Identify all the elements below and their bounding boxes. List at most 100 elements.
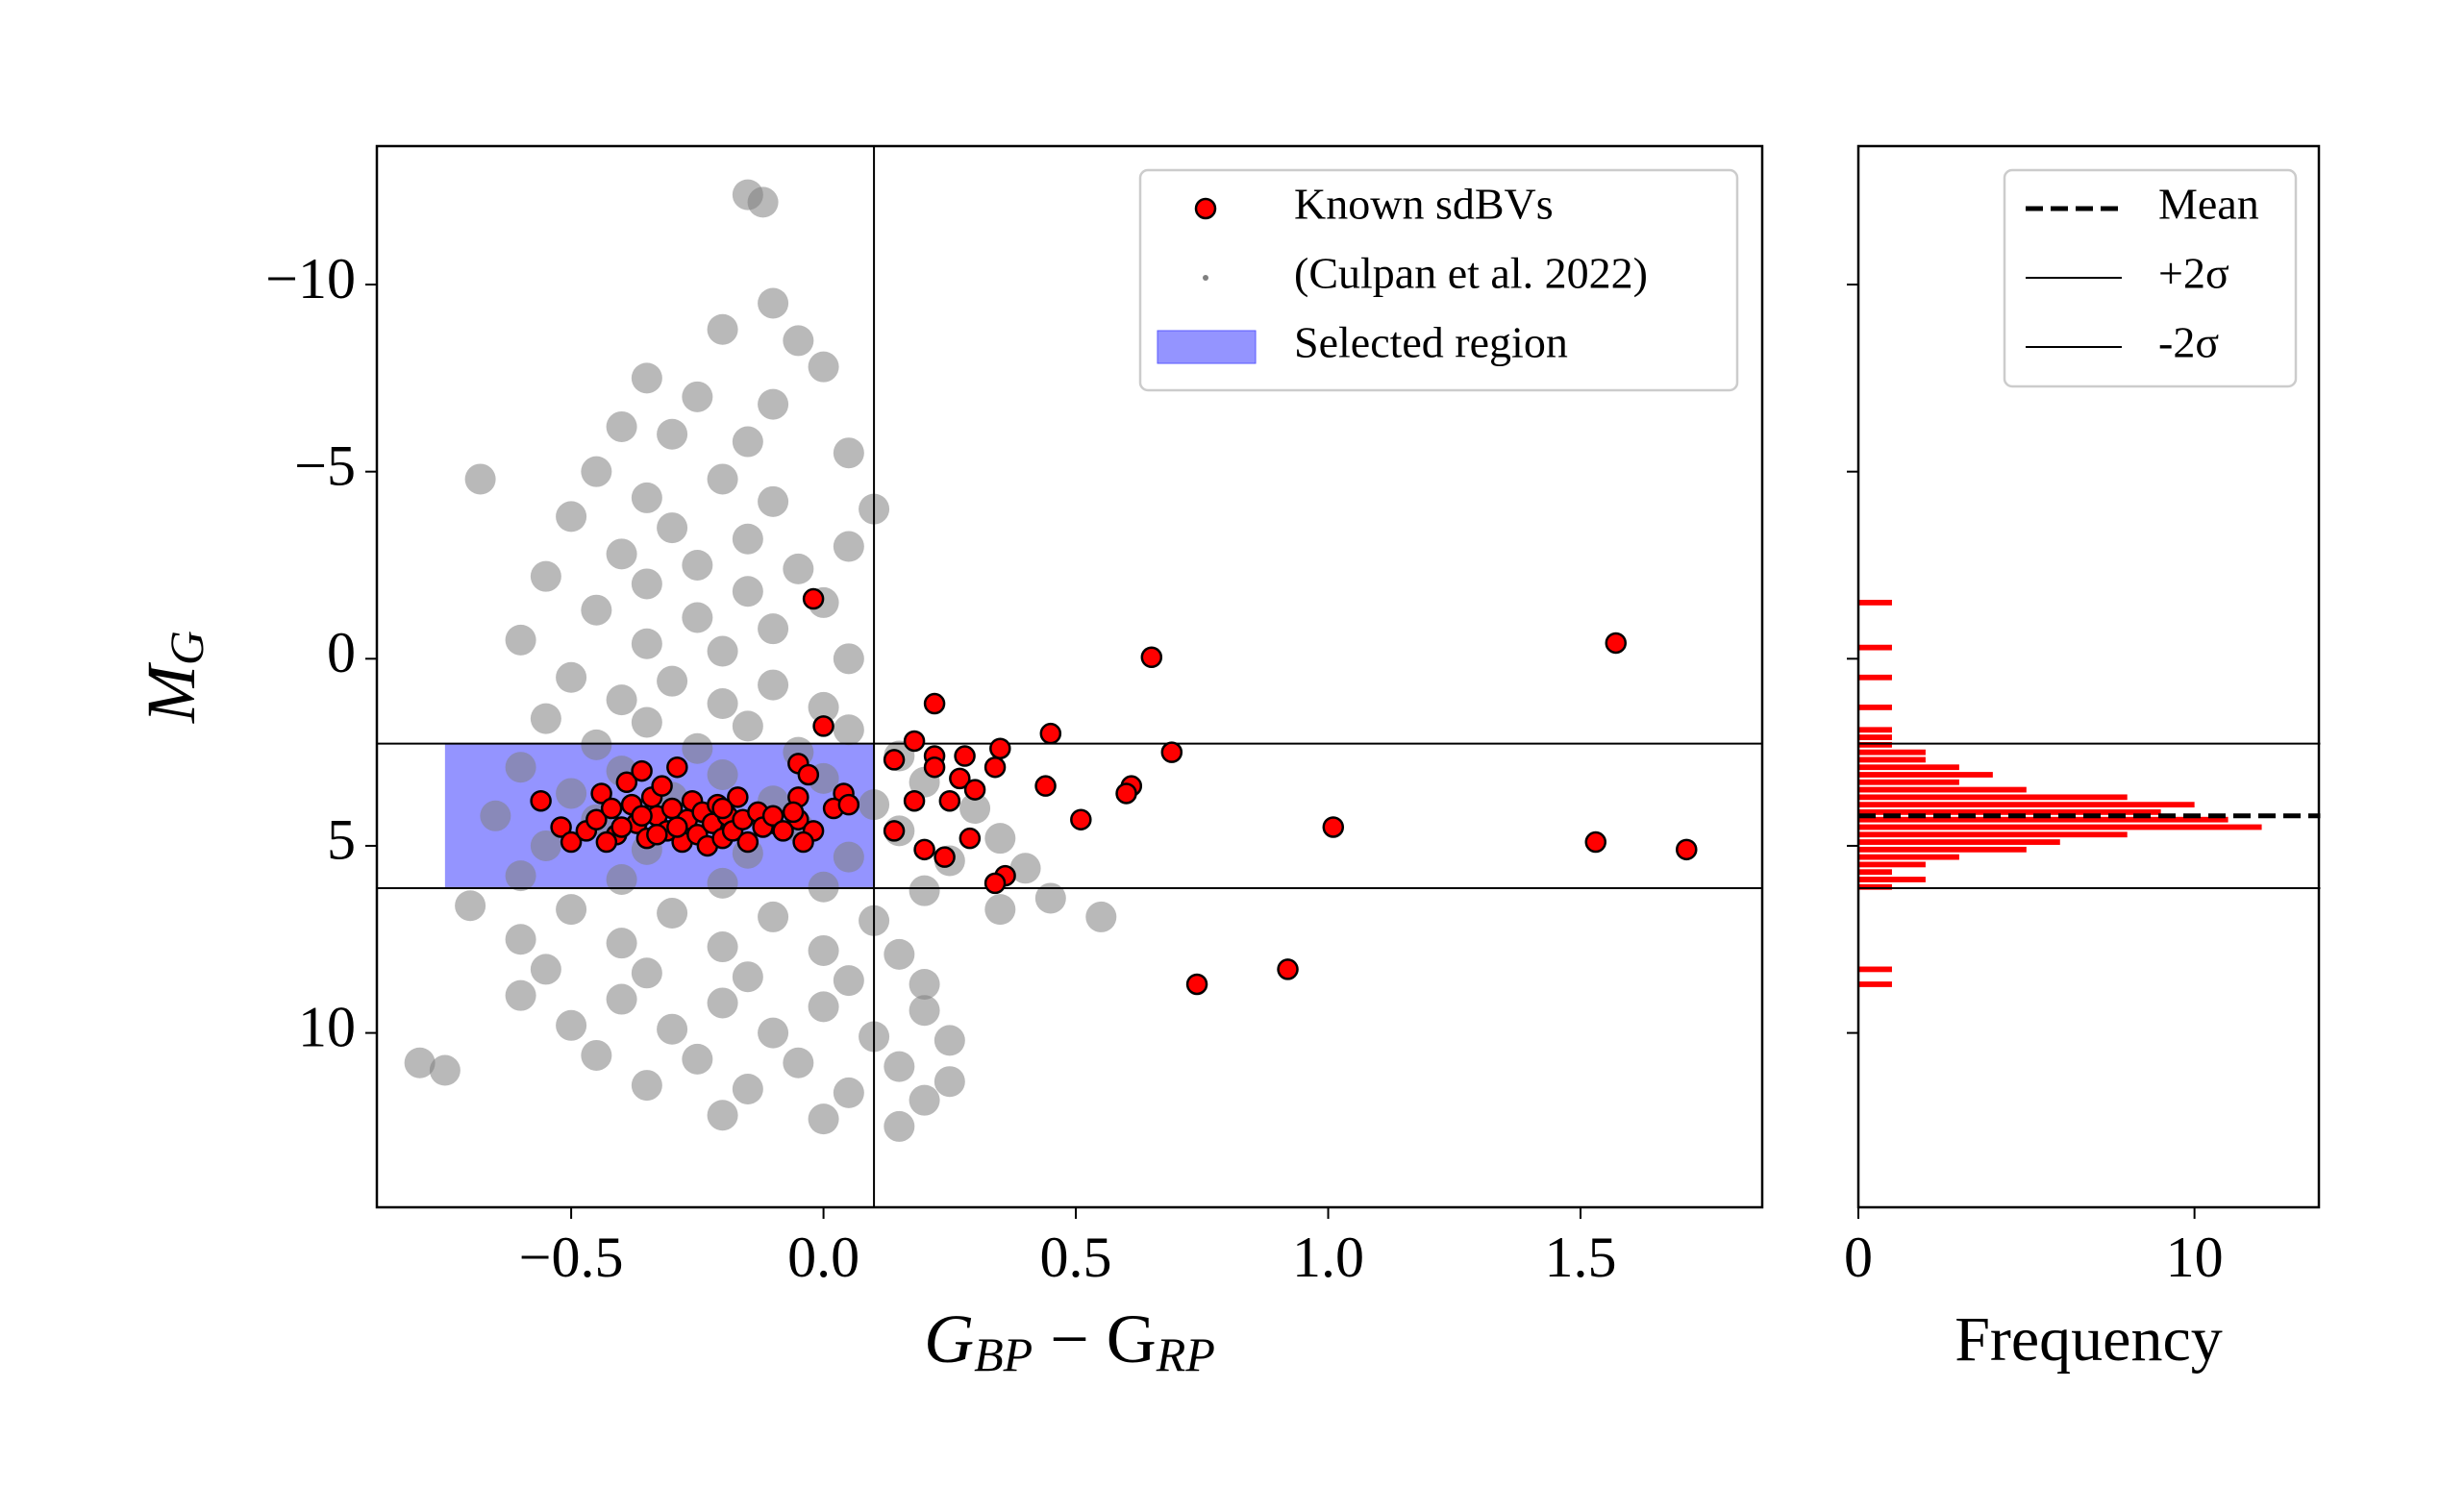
- sdbv-point: [903, 730, 926, 753]
- sdbv-point: [1605, 632, 1628, 655]
- sdbv-point: [883, 749, 906, 771]
- hist-bar: [1858, 779, 1959, 785]
- hist-bar: [1858, 786, 2027, 793]
- catalog-point: [404, 1047, 436, 1078]
- legend-box: [1138, 168, 1739, 392]
- catalog-point: [909, 875, 940, 906]
- sdbv-point: [1160, 741, 1183, 763]
- catalog-point: [732, 523, 763, 555]
- sdbv-point: [631, 759, 653, 782]
- catalog-point: [909, 995, 940, 1027]
- catalog-point: [833, 643, 864, 675]
- y-tick-label: 5: [327, 808, 356, 872]
- catalog-point: [631, 957, 662, 989]
- catalog-point: [732, 710, 763, 742]
- catalog-point: [732, 426, 763, 458]
- catalog-point: [505, 924, 536, 955]
- catalog-point: [884, 938, 915, 970]
- legend-label: (Culpan et al. 2022): [1294, 249, 1648, 298]
- catalog-point: [631, 628, 662, 659]
- catalog-point: [556, 661, 587, 693]
- sdbv-point: [782, 801, 805, 824]
- catalog-point: [808, 871, 839, 903]
- catalog-point: [758, 901, 789, 932]
- hist-bar: [1858, 839, 2060, 845]
- x-tick-label: 0: [1844, 1226, 1873, 1289]
- axes-cover: [2320, 144, 2359, 1209]
- catalog-point: [758, 485, 789, 517]
- catalog-point: [682, 602, 713, 633]
- legend-marker: [1194, 197, 1217, 220]
- catalog-point: [747, 186, 779, 218]
- sdbv-point: [600, 797, 623, 820]
- hist-bar: [1858, 809, 2161, 815]
- hist-bar: [1858, 877, 1926, 882]
- catalog-point: [909, 968, 940, 1000]
- x-label-part: G: [924, 1301, 974, 1377]
- hist-bar: [1858, 802, 2195, 808]
- sdbv-point: [923, 756, 946, 779]
- sdbv-point: [983, 756, 1007, 779]
- catalog-point: [783, 325, 814, 357]
- catalog-point: [1034, 882, 1066, 914]
- catalog-point: [530, 830, 561, 861]
- hist-bar: [1858, 764, 1959, 771]
- hist-bar: [1858, 674, 1892, 681]
- y-axis-label: MG: [133, 631, 214, 724]
- catalog-point: [758, 287, 789, 319]
- catalog-point: [808, 1103, 839, 1135]
- catalog-point: [682, 549, 713, 581]
- x-tick-label: 0.5: [1040, 1226, 1112, 1289]
- sdbv-point: [934, 846, 956, 868]
- catalog-point: [530, 560, 561, 592]
- catalog-point: [429, 1054, 461, 1086]
- catalog-point: [707, 1100, 738, 1131]
- catalog-point: [833, 965, 864, 997]
- hist-bar: [1858, 981, 1892, 987]
- sdbv-point: [1140, 646, 1163, 669]
- catalog-point: [707, 867, 738, 899]
- catalog-point: [682, 1043, 713, 1075]
- hist-bar: [1858, 883, 1892, 890]
- sdbv-point: [666, 756, 688, 779]
- catalog-point: [808, 934, 839, 966]
- hist-bar: [1858, 816, 2228, 823]
- catalog-point: [732, 1073, 763, 1104]
- catalog-point: [455, 890, 486, 922]
- sdbv-point: [1322, 816, 1345, 838]
- hist-bar: [1858, 749, 1926, 756]
- hist-bar: [1858, 727, 1892, 733]
- legend-box: [2003, 168, 2298, 388]
- catalog-point: [884, 1051, 915, 1082]
- sdbv-point: [792, 830, 814, 854]
- sdbv-point: [913, 838, 935, 861]
- x-tick-label: 1.5: [1545, 1226, 1617, 1289]
- hist-bar: [1858, 644, 1892, 651]
- sdbv-point: [1034, 775, 1057, 797]
- catalog-point: [1085, 901, 1117, 932]
- catalog-point: [884, 1110, 915, 1142]
- catalog-point: [707, 635, 738, 667]
- catalog-point: [707, 758, 738, 790]
- x-label-part: RP: [1156, 1327, 1215, 1381]
- catalog-point: [707, 463, 738, 495]
- y-tick-label: −10: [265, 247, 356, 310]
- sdbv-point: [797, 763, 820, 786]
- catalog-point: [530, 954, 561, 985]
- y-tick-label: −5: [294, 434, 356, 497]
- sdbv-point: [812, 715, 834, 737]
- catalog-point: [783, 1047, 814, 1078]
- sdbv-point: [560, 830, 583, 854]
- y-tick-label: 10: [298, 995, 356, 1058]
- catalog-point: [606, 928, 637, 959]
- y-tick-label: 0: [327, 621, 356, 684]
- catalog-point: [783, 553, 814, 584]
- catalog-point: [808, 691, 839, 723]
- catalog-point: [631, 1070, 662, 1102]
- sdbv-point: [1584, 830, 1607, 854]
- sdbv-point: [1039, 722, 1062, 745]
- x-axis-label: GBP − GRP: [924, 1301, 1215, 1382]
- catalog-point: [808, 351, 839, 383]
